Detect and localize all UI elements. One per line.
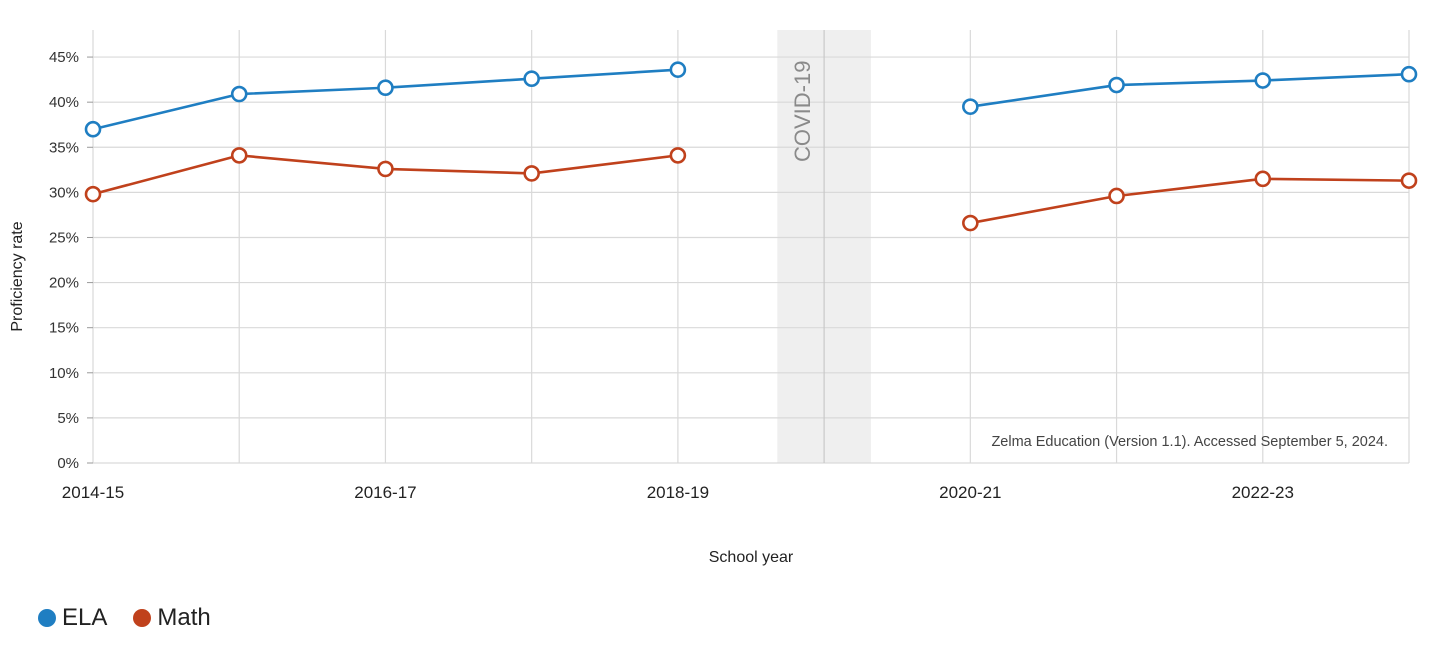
data-point-math — [230, 147, 248, 164]
data-point-ela — [523, 70, 540, 88]
legend-swatch-ela — [38, 609, 56, 627]
legend: ELA Math — [38, 604, 211, 632]
data-point-math — [84, 185, 102, 203]
series-line-math — [970, 177, 1410, 225]
series-line-ela — [970, 72, 1410, 108]
x-tick-label: 2016-17 — [354, 483, 416, 502]
source-annotation: Zelma Education (Version 1.1). Accessed … — [991, 434, 1388, 450]
data-point-math — [1400, 172, 1418, 189]
y-tick-label: 5% — [57, 410, 79, 427]
data-point-ela — [1108, 76, 1125, 94]
axis-layer — [87, 56, 93, 464]
data-point-math — [962, 214, 979, 232]
legend-label-ela: ELA — [62, 604, 108, 631]
x-axis-title: School year — [709, 549, 794, 566]
data-point-ela — [1254, 72, 1272, 89]
y-tick-label: 0% — [57, 455, 79, 472]
data-point-ela — [1400, 65, 1418, 83]
label-layer: 0% 5% 10% 15% 20% 25% 30% 35% 40% 45% 2014-15 2016-… — [9, 49, 1388, 566]
y-tick-label: 35% — [49, 139, 79, 156]
y-tick-label: 30% — [49, 184, 79, 201]
covid-label: COVID-19 — [790, 61, 815, 162]
y-axis-title: Proficiency rate — [9, 221, 26, 331]
y-tick-label: 25% — [49, 229, 79, 246]
x-tick-label: 2018-19 — [647, 483, 709, 502]
series-ela — [84, 61, 1418, 138]
x-tick-label: 2014-15 — [62, 483, 124, 502]
data-point-ela — [84, 120, 102, 138]
data-point-math — [377, 160, 394, 178]
data-point-ela — [230, 85, 248, 103]
x-tick-label: 2020-21 — [939, 483, 1001, 502]
y-tick-label: 45% — [49, 49, 79, 66]
data-point-ela — [669, 61, 687, 78]
x-tick-label: 2022-23 — [1232, 483, 1294, 502]
legend-swatch-math — [133, 609, 152, 627]
series-layer — [84, 61, 1418, 232]
legend-label-math: Math — [157, 604, 211, 631]
data-point-math — [1254, 170, 1272, 188]
grid-layer — [92, 30, 1410, 464]
y-tick-label: 40% — [49, 94, 79, 111]
data-point-math — [1108, 187, 1125, 205]
y-tick-label: 15% — [49, 320, 79, 337]
data-point-math — [523, 165, 540, 182]
legend-item-ela[interactable]: ELA — [38, 604, 107, 632]
data-point-ela — [377, 79, 394, 97]
series-math — [84, 147, 1418, 232]
legend-item-math[interactable]: Math — [133, 604, 211, 632]
y-tick-label: 20% — [49, 275, 79, 292]
y-tick-label: 10% — [49, 365, 79, 382]
data-point-math — [669, 147, 687, 164]
data-point-ela — [962, 98, 979, 115]
